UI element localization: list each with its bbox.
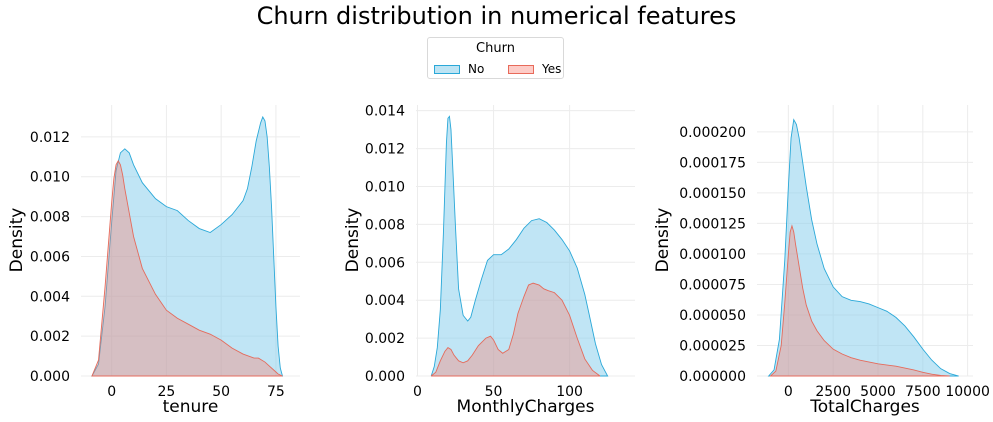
y-axis-label: Density [7, 208, 27, 273]
x-tick-label: 75 [267, 384, 285, 400]
figure-title: Churn distribution in numerical features [256, 2, 737, 30]
y-tick-label: 0.000125 [679, 216, 746, 232]
x-tick-label: 25 [157, 384, 175, 400]
y-tick-label: 0.000000 [679, 369, 746, 385]
density-area-yes [430, 282, 601, 377]
y-tick-label: 0.012 [365, 142, 405, 158]
y-tick-label: 0.006 [30, 249, 70, 265]
y-tick-label: 0.000200 [679, 125, 746, 141]
y-tick-label: 0.006 [365, 255, 405, 271]
y-tick-label: 0.000150 [679, 186, 746, 202]
y-tick-label: 0.008 [365, 217, 405, 233]
x-axis-label: MonthlyCharges [457, 397, 595, 417]
y-tick-label: 0.014 [365, 104, 405, 120]
x-tick-label: 0 [784, 384, 793, 400]
y-tick-label: 0.004 [30, 289, 70, 305]
y-tick-label: 0.000025 [679, 338, 746, 354]
chart-panel-monthlycharges: 0 50 100 0.000 0.002 0.004 0.006 0.008 0.010 0.01… [343, 104, 635, 417]
x-tick-label: 0 [107, 384, 116, 400]
legend-title: Churn [476, 41, 515, 56]
x-axis-label: TotalCharges [809, 397, 920, 417]
y-tick-label: 0.008 [30, 210, 70, 226]
x-tick-label: 0 [413, 384, 422, 400]
y-tick-label: 0.002 [30, 329, 70, 345]
y-tick-label: 0.000075 [679, 277, 746, 293]
legend: Churn No Yes [427, 37, 564, 79]
density-area-yes [769, 224, 950, 377]
chart-panel-totalcharges: 0 2500 5000 7500 10000 0.000000 0.000025 0.0000… [653, 105, 990, 417]
legend-entry-yes: Yes [508, 62, 561, 76]
density-area-no [767, 118, 959, 377]
y-axis-label: Density [343, 208, 363, 273]
legend-label-yes: Yes [542, 62, 562, 76]
y-tick-label: 0.000 [365, 369, 405, 385]
legend-entry-no: No [434, 62, 484, 76]
density-area-no [430, 115, 609, 377]
y-tick-label: 0.010 [365, 179, 405, 195]
y-tick-label: 0.004 [365, 293, 405, 309]
y-tick-label: 0.000050 [679, 308, 746, 324]
density-area-no [91, 115, 284, 377]
x-tick-label: 50 [485, 384, 503, 400]
y-tick-label: 0.000100 [679, 247, 746, 263]
y-tick-label: 0.012 [30, 130, 70, 146]
x-tick-label: 100 [556, 384, 583, 400]
x-tick-label: 7500 [905, 384, 941, 400]
x-tick-label: 2500 [815, 384, 851, 400]
legend-label-no: No [468, 62, 485, 76]
legend-swatch-yes [508, 64, 534, 74]
legend-swatch-no [434, 64, 460, 74]
y-tick-label: 0.000175 [679, 155, 746, 171]
x-tick-label: 5000 [860, 384, 896, 400]
y-tick-label: 0.002 [365, 331, 405, 347]
x-tick-label: 10000 [945, 384, 990, 400]
chart-panel-tenure: 0 25 50 75 0.000 0.002 0.004 0.006 0.008 0.010 0.0… [7, 105, 300, 417]
x-axis-label: tenure [163, 397, 219, 417]
y-axis-label: Density [653, 208, 673, 273]
y-tick-label: 0.000 [30, 369, 70, 385]
x-tick-label: 50 [212, 384, 230, 400]
density-area-yes [91, 159, 283, 377]
y-tick-label: 0.010 [30, 170, 70, 186]
